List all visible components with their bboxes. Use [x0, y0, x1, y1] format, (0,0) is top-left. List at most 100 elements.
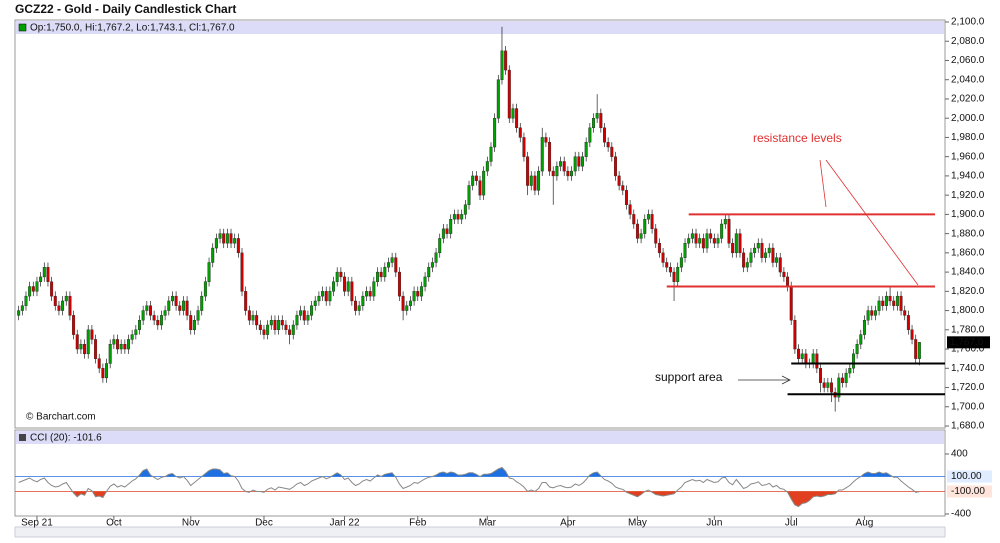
candle-body [624, 190, 628, 205]
cci-level-tag [947, 470, 992, 483]
candle-body [482, 170, 486, 196]
candle-body [405, 305, 409, 311]
candle-body [251, 315, 255, 321]
candle-body [50, 281, 54, 297]
candle-body [851, 353, 855, 369]
candle-body [83, 344, 87, 355]
candle-body [53, 295, 57, 306]
y-tick-label: 1,720.0 [951, 382, 985, 393]
candle-body [240, 252, 244, 292]
y-tick-label: 2,060.0 [951, 55, 985, 66]
candle-body [244, 291, 248, 311]
candle-body [148, 305, 152, 316]
candle-body [500, 50, 504, 80]
candle-body [167, 300, 171, 311]
candle-body [335, 271, 339, 282]
candle-body [397, 271, 401, 297]
candle-body [57, 305, 61, 311]
candle-body [134, 329, 138, 335]
candle-body [742, 252, 746, 268]
candle-body [222, 233, 226, 244]
scrollbar[interactable] [14, 526, 946, 538]
candle-body [595, 113, 599, 119]
candle-body [522, 137, 526, 157]
x-tick-label: Jun [706, 518, 722, 529]
y-tick-label: 2,100.0 [951, 17, 985, 28]
y-tick-label: 2,040.0 [951, 74, 985, 85]
candle-body [79, 344, 83, 350]
y-tick-label: 1,680.0 [951, 421, 985, 432]
candle-body [877, 300, 881, 311]
candle-body [24, 295, 28, 306]
candle-body [753, 247, 757, 254]
candle-body [749, 252, 753, 263]
candle-body [64, 295, 68, 302]
candle-body [592, 117, 595, 129]
candle-body [830, 382, 833, 393]
candle-body [786, 276, 790, 287]
candle-body [540, 137, 544, 172]
y-tick-label: 2,080.0 [951, 36, 985, 47]
x-tick-label: Apr [560, 518, 576, 529]
candle-body [899, 295, 903, 311]
candle-body [97, 358, 101, 369]
candle-body [17, 310, 21, 316]
candle-body [603, 127, 606, 143]
candle-body [112, 339, 116, 345]
candle-body [365, 291, 368, 297]
candle-body [313, 300, 317, 306]
candle-body [793, 319, 797, 350]
candle-body [892, 300, 896, 306]
candle-body [317, 295, 321, 302]
candle-body [262, 329, 266, 335]
y-tick-label: 2,020.0 [951, 94, 985, 105]
y-tick-label: 1,940.0 [951, 171, 985, 182]
candle-body [368, 291, 372, 297]
cci-line [18, 466, 920, 508]
candle-body [357, 305, 361, 311]
candle-body [709, 233, 713, 239]
candle-body [343, 276, 347, 292]
candle-body [621, 185, 625, 191]
candle-body [895, 295, 899, 306]
candle-body [485, 161, 489, 172]
candle-body [811, 353, 815, 364]
candle-body [734, 233, 738, 254]
candle-body [192, 319, 196, 331]
candle-body [712, 238, 716, 244]
candle-body [756, 243, 760, 249]
candle-body [233, 238, 237, 244]
candle-body [214, 238, 218, 249]
candle-body [771, 247, 775, 263]
candle-body [489, 146, 493, 162]
x-tick-label: Mar [479, 518, 497, 529]
y-tick-label: 1,760.0 [951, 344, 985, 355]
candle-body [837, 377, 841, 398]
candle-body [427, 267, 431, 278]
y-tick-label: 1,700.0 [951, 401, 985, 412]
candle-body [412, 291, 416, 302]
candle-body [683, 243, 687, 258]
candle-body [819, 368, 822, 383]
candle-body [372, 281, 376, 297]
candle-body [416, 291, 420, 297]
candle-body [119, 344, 123, 350]
candle-body [130, 334, 134, 340]
candle-body [661, 252, 665, 263]
candle-body [672, 271, 676, 282]
candle-body [643, 218, 647, 234]
candle-body [914, 339, 918, 359]
candle-body [705, 233, 709, 249]
candle-body [606, 142, 610, 148]
candle-body [544, 137, 548, 143]
x-tick-label: Dec [255, 518, 273, 529]
candle-body [127, 339, 130, 350]
support-annotation: support area [655, 370, 723, 384]
candle-body [236, 238, 240, 254]
candle-body [613, 156, 617, 177]
candle-body [419, 286, 423, 297]
candle-body [141, 310, 145, 321]
candle-body [628, 204, 632, 215]
candle-body [449, 218, 453, 234]
candle-body [288, 329, 292, 335]
